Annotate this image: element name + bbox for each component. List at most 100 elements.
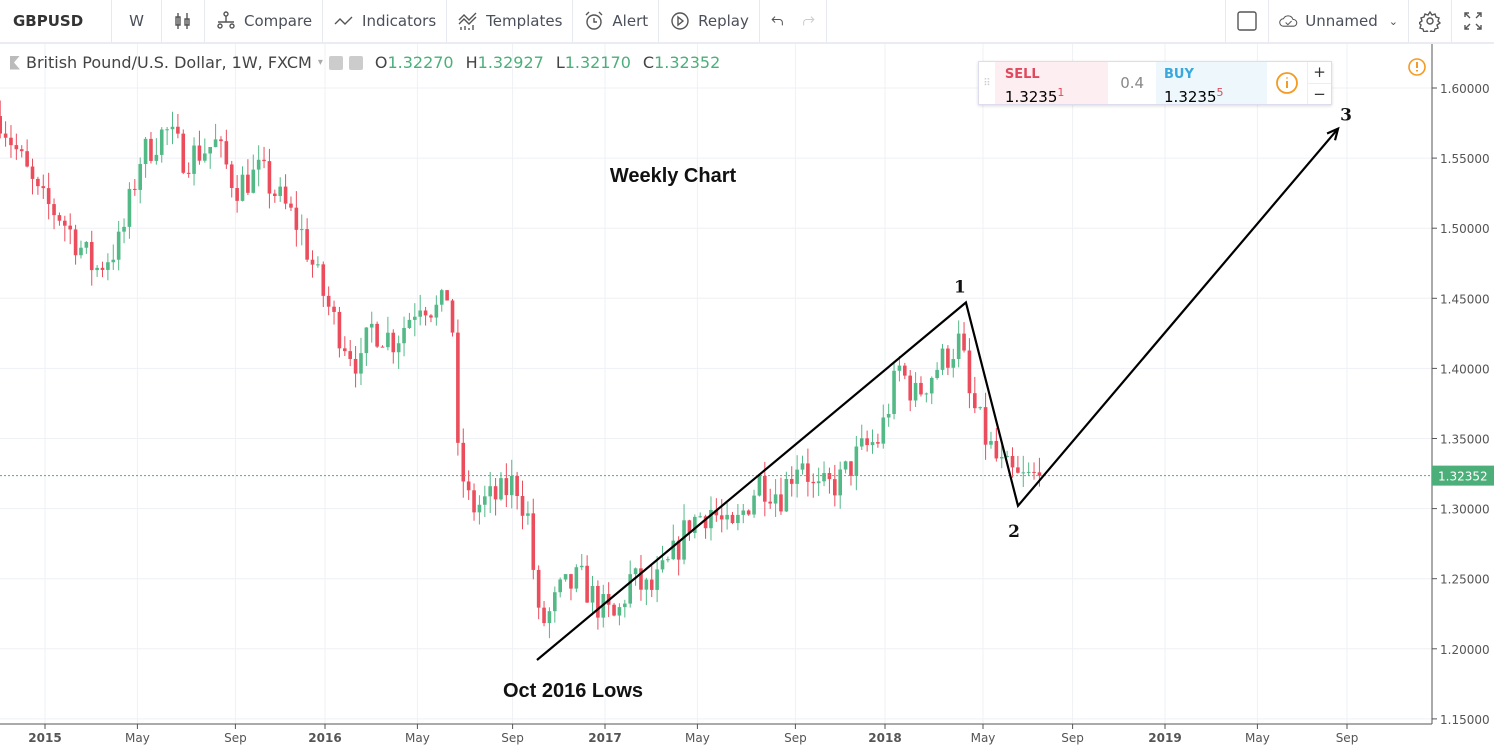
visibility-icon[interactable] [328,55,343,70]
candle-body [935,369,939,378]
candle-body [574,567,579,589]
candle-body [439,290,444,305]
price-tick-label: 1.40000 [1440,362,1490,376]
candle-body [536,569,541,608]
compare-button[interactable]: Compare [205,0,324,42]
candle-body [628,574,632,604]
candle-body [989,441,993,445]
warning-icon[interactable] [1407,57,1427,77]
price-chart[interactable]: 1.60000 1.55000 1.50000 1.45000 1.40000 1.350… [0,44,1494,749]
undo-redo-group [760,0,827,42]
fullscreen-button[interactable] [1452,0,1494,42]
candle-body [402,327,406,344]
candle-body [908,375,912,401]
alert-button[interactable]: Alert [573,0,660,42]
sell-button[interactable]: SELL 1.32351 [994,62,1109,106]
candle-body [983,407,988,445]
low-label: L [555,53,565,72]
candle-body [0,116,2,134]
series-settings-icon[interactable] [348,55,363,70]
candle-body [746,510,751,515]
chart-type-button[interactable] [162,0,205,42]
increase-button[interactable]: + [1308,62,1332,84]
save-layout-button[interactable]: Unnamed ⌄ [1269,0,1409,42]
redo-icon[interactable] [800,10,816,32]
info-button[interactable] [1267,62,1307,104]
collapse-legend-icon[interactable] [10,55,20,70]
candle-body [789,478,794,484]
candle-body [208,147,212,154]
candle-body [940,348,945,370]
candle-body [978,407,982,409]
time-tick-label: 2016 [308,731,341,745]
candle-body [14,145,19,150]
candle-body [246,174,250,193]
square-icon [1237,11,1257,31]
candle-body [892,370,896,414]
fullscreen-icon [1464,12,1482,30]
candle-body [779,494,783,512]
candle-body [859,438,864,447]
wave-projection-line [536,127,1339,661]
interval-button[interactable]: W [112,0,162,42]
buy-button[interactable]: BUY 1.32355 [1156,62,1268,106]
time-tick-label: Sep [1336,731,1359,745]
candle-body [795,469,799,484]
candle-body [36,178,40,187]
time-tick-label: Sep [501,731,524,745]
candle-body [111,259,116,263]
candle-body [461,442,466,482]
candle-body [413,316,417,320]
candle-body [563,574,568,580]
candle-body [929,377,934,394]
candle-body [526,513,530,516]
interval-label: W [129,12,144,30]
templates-button[interactable]: Templates [447,0,574,42]
candle-body [876,442,880,444]
candle-body [499,478,503,500]
candle-body [946,348,950,368]
candle-body [283,186,288,204]
candle-body [515,475,519,497]
candle-body [450,300,455,333]
candle-body [273,193,277,197]
time-tick-label: May [405,731,430,745]
candle-body [897,365,902,371]
alarm-clock-icon [585,11,603,30]
candle-body [391,332,396,353]
candle-body [369,323,374,328]
candle-body [224,141,229,165]
settings-button[interactable] [1409,0,1452,42]
candle-body [197,145,202,161]
series-title[interactable]: British Pound/U.S. Dollar, 1W, FXCM [26,53,312,72]
drag-handle-icon[interactable]: ⠿ [983,77,991,89]
decrease-button[interactable]: − [1313,84,1326,103]
candle-body [251,169,256,193]
candle-body [41,186,46,189]
undo-icon[interactable] [770,10,786,32]
candle-body [655,569,659,590]
candle-body [956,333,961,360]
candle-body [375,323,379,347]
candle-body [337,311,342,349]
time-tick-label: May [685,731,710,745]
candle-body [569,574,573,589]
price-tick-label: 1.30000 [1440,503,1490,517]
dropdown-icon[interactable]: ▾ [317,57,323,68]
candles-icon [175,13,190,29]
indicators-button[interactable]: Indicators [323,0,448,42]
candle-body [822,473,826,482]
candle-body [660,560,665,570]
open-value: 1.32270 [387,53,454,72]
symbol-search-button[interactable]: GBPUSD [0,0,112,42]
candle-body [531,513,536,570]
candle-body [133,188,137,190]
chart-pane[interactable]: 1.60000 1.55000 1.50000 1.45000 1.40000 1.350… [0,44,1494,749]
price-tick-label: 1.15000 [1440,713,1490,727]
layout-toggle-button[interactable] [1225,0,1269,42]
candle-body [165,129,169,131]
candle-body [267,161,272,194]
chevron-down-icon: ⌄ [1388,14,1398,28]
compare-icon [217,11,235,29]
replay-button[interactable]: Replay [659,0,760,42]
